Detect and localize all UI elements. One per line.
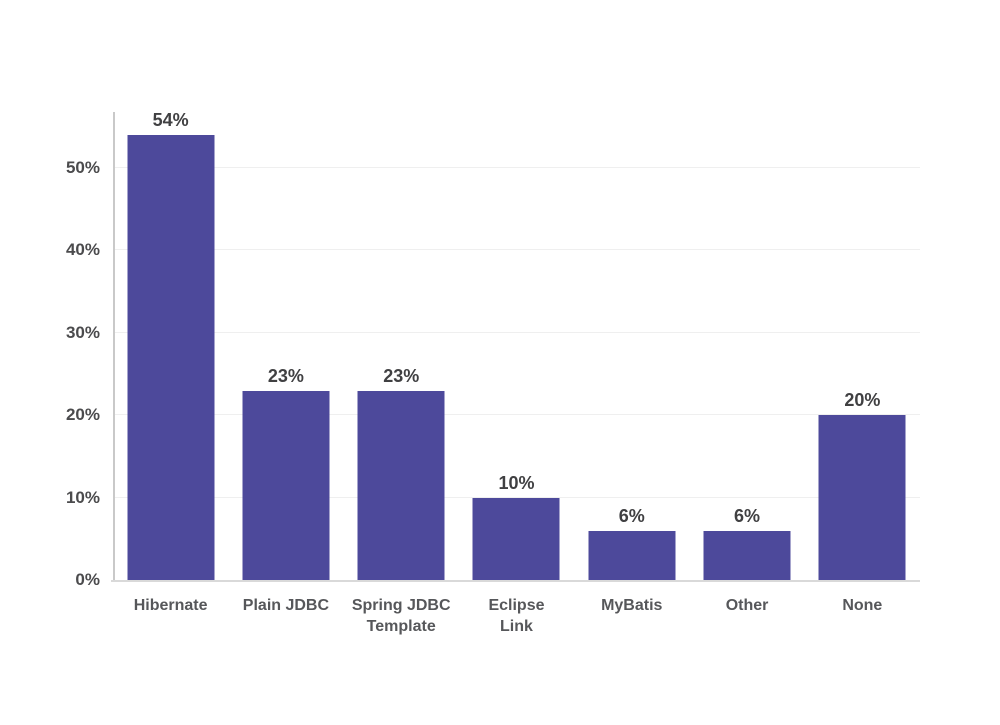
x-axis-category-label: Other (725, 597, 769, 614)
bar-value-label: 10% (498, 472, 535, 493)
bar-spring-jdbc (357, 390, 445, 580)
x-axis-category-label: Eclipse Link (488, 597, 545, 635)
grid-line-40 (113, 249, 920, 251)
bar-band: 54% Hibernate (113, 110, 228, 614)
y-axis-ticks: 0% 10% 20% 30% 40% 50% (66, 112, 920, 589)
y-tick-label-40: 40% (65, 240, 100, 260)
bar-band: 20% None (805, 112, 920, 614)
y-tick-label-10: 10% (65, 487, 100, 507)
grid-line-30 (113, 331, 920, 333)
bar-band: 23% Plain JDBC (228, 112, 343, 614)
bar-hibernate (127, 135, 215, 580)
x-axis-category-label: Plain JDBC (242, 597, 330, 614)
y-tick-label-50: 50% (65, 158, 100, 178)
bar-eclipse (472, 497, 560, 580)
bar-other (703, 530, 791, 580)
bars-container: 54% Hibernate 23% Plain JDBC 23% Spring JDBC … (113, 110, 920, 636)
bar-none (818, 415, 906, 580)
x-axis-category-label: Spring JDBC Template (351, 597, 451, 635)
bar-band: 6% Other (689, 112, 804, 614)
y-tick-label-0: 0% (75, 570, 100, 589)
bar-value-label: 54% (152, 110, 189, 131)
y-tick-label-20: 20% (65, 405, 100, 425)
bar-value-label: 20% (844, 390, 881, 411)
bar-value-label: 23% (383, 365, 420, 386)
grid-line-10 (113, 496, 920, 498)
bar-plain-jdbc (242, 390, 330, 580)
x-axis-category-label: None (842, 597, 883, 614)
y-axis-line (113, 112, 115, 580)
gridlines (113, 112, 920, 580)
bar-mybatis (588, 530, 676, 580)
y-tick-label-30: 30% (65, 322, 100, 342)
plot-area: 0% 10% 20% 30% 40% 50% 54% Hibernate 23% Plain J… (66, 110, 920, 636)
bar-value-label: 23% (267, 365, 304, 386)
x-axis-category-label: Hibernate (133, 597, 208, 614)
bar-value-label: 6% (618, 505, 645, 526)
grid-line-50 (113, 167, 920, 169)
bar-band: 6% MyBatis (574, 112, 689, 614)
bar-value-label: 6% (734, 505, 761, 526)
grid-line-20 (113, 414, 920, 416)
bar-band: 23% Spring JDBC Template (344, 112, 459, 636)
bar-band: 10% Eclipse Link (459, 112, 574, 635)
x-axis-category-label: MyBatis (601, 597, 663, 614)
x-axis-line (111, 580, 920, 582)
